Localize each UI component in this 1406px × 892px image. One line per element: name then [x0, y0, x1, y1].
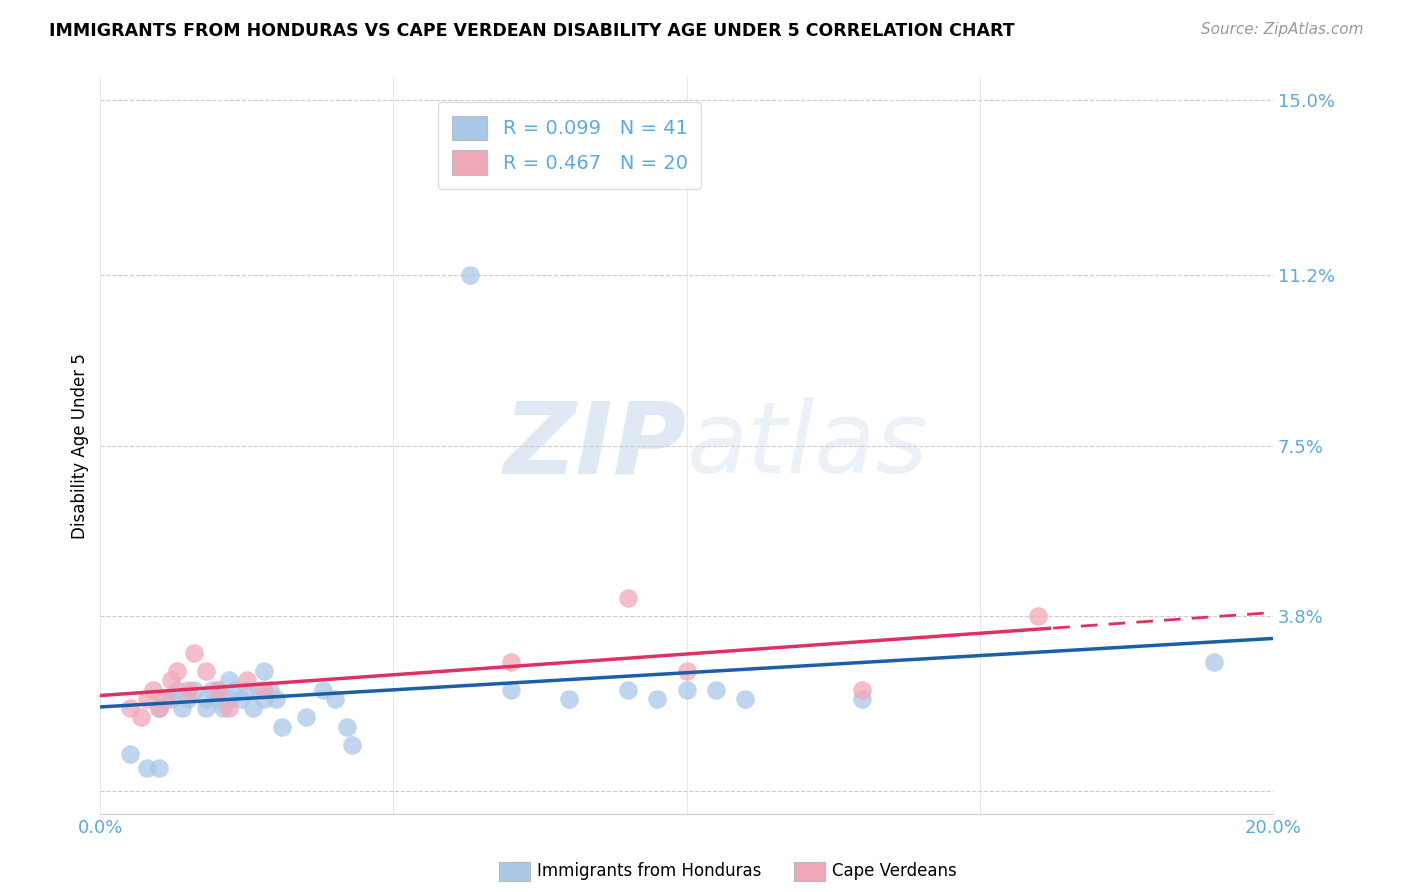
Point — [675, 665, 697, 679]
Point — [271, 719, 294, 733]
Point — [118, 747, 141, 761]
Point — [118, 701, 141, 715]
Point — [294, 710, 316, 724]
Point — [142, 682, 165, 697]
Point — [734, 692, 756, 706]
Point — [558, 692, 581, 706]
Legend: R = 0.099   N = 41, R = 0.467   N = 20: R = 0.099 N = 41, R = 0.467 N = 20 — [439, 102, 702, 189]
Point — [236, 673, 259, 688]
Point — [136, 761, 159, 775]
Text: Immigrants from Honduras: Immigrants from Honduras — [537, 863, 762, 880]
Point — [183, 682, 205, 697]
Text: ZIP: ZIP — [503, 397, 686, 494]
Point — [224, 682, 246, 697]
Point — [148, 701, 170, 715]
Point — [218, 692, 240, 706]
Point — [148, 761, 170, 775]
Point — [207, 682, 229, 697]
Point — [253, 665, 276, 679]
Point — [312, 682, 335, 697]
Point — [323, 692, 346, 706]
Point — [617, 682, 640, 697]
Point — [177, 692, 200, 706]
Text: IMMIGRANTS FROM HONDURAS VS CAPE VERDEAN DISABILITY AGE UNDER 5 CORRELATION CHAR: IMMIGRANTS FROM HONDURAS VS CAPE VERDEAN… — [49, 22, 1015, 40]
Point — [159, 692, 181, 706]
Point — [253, 692, 276, 706]
Point — [851, 692, 873, 706]
Point — [177, 682, 200, 697]
Point — [148, 701, 170, 715]
Point — [1026, 609, 1049, 624]
Point — [201, 682, 224, 697]
Point — [218, 673, 240, 688]
Text: Source: ZipAtlas.com: Source: ZipAtlas.com — [1201, 22, 1364, 37]
Y-axis label: Disability Age Under 5: Disability Age Under 5 — [72, 352, 89, 539]
Point — [253, 682, 276, 697]
Point — [242, 701, 264, 715]
Text: Cape Verdeans: Cape Verdeans — [832, 863, 957, 880]
Point — [207, 682, 229, 697]
Point — [207, 692, 229, 706]
Point — [247, 682, 270, 697]
Point — [259, 682, 281, 697]
Point — [131, 710, 153, 724]
Point — [675, 682, 697, 697]
Point — [851, 682, 873, 697]
Point — [645, 692, 668, 706]
Point — [335, 719, 357, 733]
Point — [499, 655, 522, 669]
Point — [704, 682, 727, 697]
Point — [458, 268, 481, 283]
Point — [194, 665, 217, 679]
Point — [172, 701, 194, 715]
Point — [166, 665, 188, 679]
Point — [229, 692, 252, 706]
Point — [212, 701, 235, 715]
Point — [194, 701, 217, 715]
Point — [342, 738, 364, 752]
Point — [183, 646, 205, 660]
Text: atlas: atlas — [686, 397, 928, 494]
Point — [153, 692, 176, 706]
Point — [194, 692, 217, 706]
Point — [617, 591, 640, 605]
Point — [1204, 655, 1226, 669]
Point — [166, 682, 188, 697]
Point — [136, 692, 159, 706]
Point — [236, 682, 259, 697]
Point — [159, 673, 181, 688]
Point — [264, 692, 287, 706]
Point — [218, 701, 240, 715]
Point — [499, 682, 522, 697]
